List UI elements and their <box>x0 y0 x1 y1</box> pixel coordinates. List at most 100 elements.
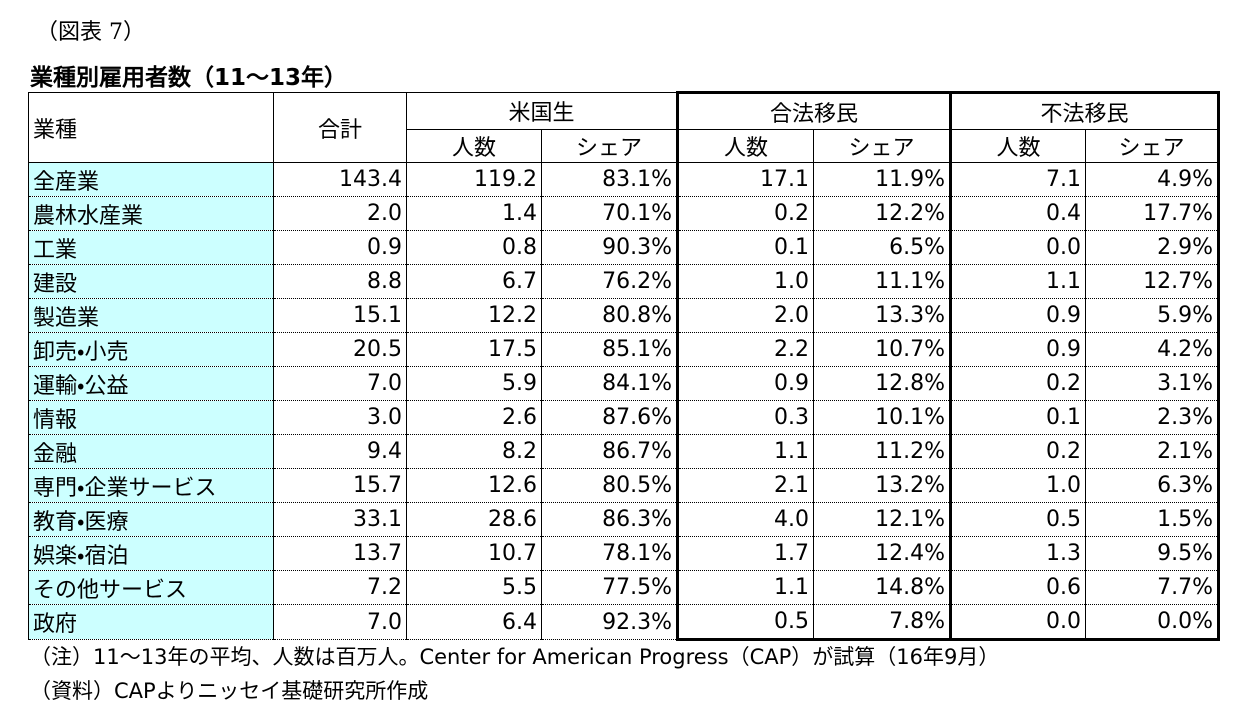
table-cell: 33.1 <box>273 502 407 537</box>
table-cell: 87.6% <box>541 400 678 435</box>
table-cell: 1.1 <box>676 570 814 605</box>
row-label: 建設 <box>28 264 274 299</box>
table-cell: 0.1 <box>949 400 1086 435</box>
table-body: 全産業 143.4 119.2 83.1% 17.1 11.9% 7.1 4.9% 農林水産業 2… <box>28 162 1220 641</box>
table-header: 業種 合計 米国生 合法移民 不法移民 人数 シェア 人数 シェア 人数 シェア <box>28 91 1220 163</box>
table-cell: 1.4 <box>406 196 542 231</box>
table-cell: 0.9 <box>949 332 1086 367</box>
table-cell: 0.2 <box>949 434 1086 469</box>
table-cell: 86.7% <box>541 434 678 469</box>
table-row: 工業 0.9 0.8 90.3% 0.1 6.5% 0.0 2.9% <box>28 230 1220 265</box>
table-cell: 3.0 <box>273 400 407 435</box>
row-label: その他サービス <box>28 570 274 605</box>
table-cell: 1.0 <box>676 264 814 299</box>
notes: （注）11～13年の平均、人数は百万人。Center for American … <box>30 640 999 708</box>
table-cell: 11.9% <box>813 162 951 197</box>
table-cell: 11.1% <box>813 264 951 299</box>
table-cell: 12.6 <box>406 468 542 503</box>
table-cell: 3.1% <box>1085 366 1220 401</box>
header-cell: 業種 <box>28 92 274 163</box>
group-header: 米国生 <box>406 92 678 130</box>
table-title: 業種別雇用者数（11～13年） <box>30 65 348 91</box>
table-cell: 0.0% <box>1085 604 1220 641</box>
table-cell: 70.1% <box>541 196 678 231</box>
table-cell: 7.8% <box>813 604 951 641</box>
table-cell: 4.0 <box>676 502 814 537</box>
table-cell: 92.3% <box>541 604 678 640</box>
table-cell: 0.8 <box>406 230 542 265</box>
table-cell: 12.4% <box>813 536 951 571</box>
table-cell: 17.5 <box>406 332 542 367</box>
table-cell: 80.5% <box>541 468 678 503</box>
header-row: 業種 合計 米国生 合法移民 不法移民 <box>28 91 1220 163</box>
row-label: 政府 <box>28 604 274 640</box>
table-cell: 12.2% <box>813 196 951 231</box>
table-row: 全産業 143.4 119.2 83.1% 17.1 11.9% 7.1 4.9% <box>28 162 1220 197</box>
table-cell: 85.1% <box>541 332 678 367</box>
table-cell: 12.1% <box>813 502 951 537</box>
table-cell: 2.3% <box>1085 400 1220 435</box>
header-cell: 合計 <box>273 92 407 163</box>
table-cell: 12.8% <box>813 366 951 401</box>
table-row: 金融 9.4 8.2 86.7% 1.1 11.2% 0.2 2.1% <box>28 434 1220 469</box>
table-cell: 12.7% <box>1085 264 1220 299</box>
row-label: 製造業 <box>28 298 274 333</box>
table-row: 情報 3.0 2.6 87.6% 0.3 10.1% 0.1 2.3% <box>28 400 1220 435</box>
table-cell: 13.2% <box>813 468 951 503</box>
table-row: その他サービス 7.2 5.5 77.5% 1.1 14.8% 0.6 7.7% <box>28 570 1220 605</box>
table-cell: 17.1 <box>676 162 814 197</box>
table-cell: 119.2 <box>406 162 542 197</box>
table-cell: 10.7 <box>406 536 542 571</box>
table-cell: 0.0 <box>949 230 1086 265</box>
table-row: 教育・医療 33.1 28.6 86.3% 4.0 12.1% 0.5 1.5% <box>28 502 1220 537</box>
table-cell: 0.9 <box>949 298 1086 333</box>
table-cell: 13.7 <box>273 536 407 571</box>
table-cell: 5.9 <box>406 366 542 401</box>
table-cell: 10.1% <box>813 400 951 435</box>
table-row: 政府 7.0 6.4 92.3% 0.5 7.8% 0.0 0.0% <box>28 604 1220 641</box>
row-label: 教育・医療 <box>28 502 274 537</box>
table-cell: 8.8 <box>273 264 407 299</box>
table-row: 農林水産業 2.0 1.4 70.1% 0.2 12.2% 0.4 17.7% <box>28 196 1220 231</box>
table-cell: 0.9 <box>676 366 814 401</box>
row-label: 卸売・小売 <box>28 332 274 367</box>
table-cell: 2.2 <box>676 332 814 367</box>
table-cell: 9.4 <box>273 434 407 469</box>
table-cell: 78.1% <box>541 536 678 571</box>
table-cell: 14.8% <box>813 570 951 605</box>
table-cell: 6.4 <box>406 604 542 640</box>
table-cell: 2.0 <box>273 196 407 231</box>
table-row: 製造業 15.1 12.2 80.8% 2.0 13.3% 0.9 5.9% <box>28 298 1220 333</box>
table-cell: 9.5% <box>1085 536 1220 571</box>
row-label: 運輸・公益 <box>28 366 274 401</box>
table-cell: 7.1 <box>949 162 1086 197</box>
table-cell: 1.1 <box>676 434 814 469</box>
group-header: 不法移民 <box>949 91 1220 130</box>
table-cell: 77.5% <box>541 570 678 605</box>
table-cell: 17.7% <box>1085 196 1220 231</box>
table-cell: 90.3% <box>541 230 678 265</box>
table-cell: 0.5 <box>676 604 814 641</box>
data-table: 業種 合計 米国生 合法移民 不法移民 人数 シェア 人数 シェア 人数 シェア 全産業 143.4 1… <box>28 91 1220 641</box>
subheader-cell: シェア <box>541 129 678 163</box>
table-cell: 6.7 <box>406 264 542 299</box>
note: （注）11～13年の平均、人数は百万人。Center for American … <box>30 645 1000 669</box>
row-label: 情報 <box>28 400 274 435</box>
table-cell: 0.3 <box>676 400 814 435</box>
table-cell: 143.4 <box>273 162 407 197</box>
table-cell: 76.2% <box>541 264 678 299</box>
table-cell: 0.5 <box>949 502 1086 537</box>
table-cell: 6.3% <box>1085 468 1220 503</box>
row-label: 全産業 <box>28 162 274 197</box>
table-cell: 5.5 <box>406 570 542 605</box>
subheader-cell: 人数 <box>676 129 814 163</box>
table-cell: 1.5% <box>1085 502 1220 537</box>
table-cell: 2.9% <box>1085 230 1220 265</box>
table-cell: 7.7% <box>1085 570 1220 605</box>
table-cell: 12.2 <box>406 298 542 333</box>
subheader-cell: 人数 <box>949 129 1086 163</box>
table-cell: 0.0 <box>949 604 1086 641</box>
table-cell: 1.1 <box>949 264 1086 299</box>
